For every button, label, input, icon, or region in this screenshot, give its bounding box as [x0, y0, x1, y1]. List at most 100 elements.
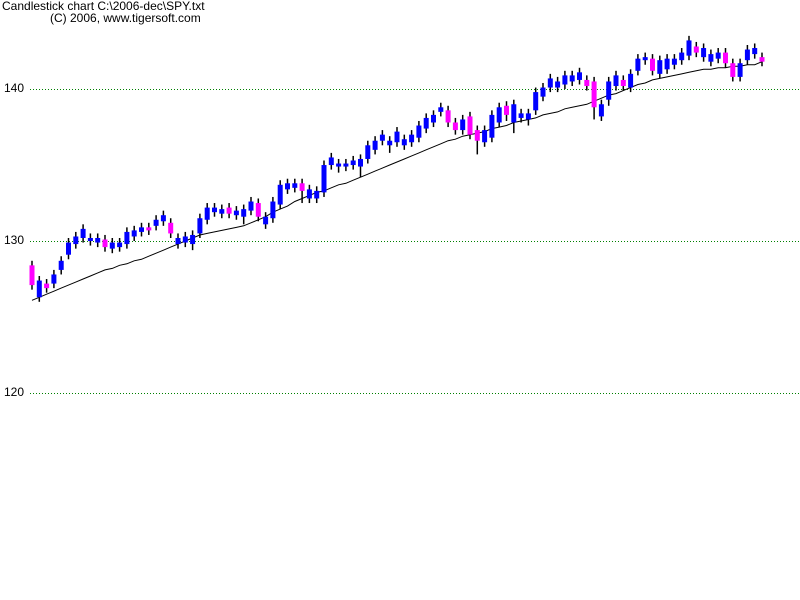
candle-body: [693, 46, 699, 53]
candle-body: [197, 218, 203, 234]
candle-body: [204, 207, 210, 220]
candle-body: [350, 160, 356, 166]
candle-body: [482, 130, 488, 143]
candle-body: [102, 239, 108, 248]
moving-average: [31, 61, 763, 301]
candle-body: [153, 219, 159, 226]
candle-body: [525, 113, 531, 120]
candle-body: [117, 242, 123, 248]
candle-body: [160, 215, 166, 222]
candle-body: [29, 265, 35, 286]
candle-body: [124, 231, 130, 245]
candle-body: [657, 60, 663, 74]
candle-body: [314, 190, 320, 199]
candle-body: [423, 117, 429, 129]
candle-body: [467, 116, 473, 135]
candle-body: [168, 222, 174, 234]
candle-body: [219, 209, 225, 214]
candle-body: [496, 107, 502, 123]
candle-body: [409, 134, 415, 143]
candle-body: [372, 140, 378, 150]
candle-body: [606, 81, 612, 100]
y-tick-label: 140: [4, 81, 24, 95]
candle-body: [270, 201, 276, 219]
candle-body: [416, 125, 422, 138]
candle-body: [708, 54, 714, 62]
candle-body: [577, 72, 582, 80]
candle-body: [358, 158, 363, 167]
candle-body: [759, 57, 765, 62]
candle-body: [95, 237, 101, 243]
candle-body: [533, 92, 539, 111]
candle-body: [540, 87, 546, 97]
candle-body: [109, 242, 115, 249]
candle-body: [336, 163, 342, 167]
candle-body: [613, 75, 619, 87]
candle-body: [394, 131, 400, 143]
candle-body: [504, 105, 509, 115]
candle-body: [511, 104, 517, 123]
candle-body: [686, 40, 692, 56]
candle-body: [146, 227, 152, 231]
candle-body: [226, 207, 232, 214]
candle-body: [285, 183, 290, 190]
candle-body: [628, 73, 634, 88]
candle-body: [452, 122, 458, 131]
candle-body: [365, 145, 371, 159]
candle-body: [255, 203, 261, 217]
y-tick-label: 120: [4, 385, 24, 399]
candle-body: [379, 134, 385, 141]
candle-body: [547, 78, 553, 88]
candle-body: [752, 48, 758, 55]
candle-body: [555, 81, 561, 88]
candle-body: [664, 58, 670, 70]
candle-body: [671, 58, 677, 65]
candle-body: [438, 107, 444, 112]
candle-body: [51, 274, 57, 284]
candle-body: [569, 75, 575, 82]
candle-body: [139, 227, 144, 232]
candle-body: [401, 139, 407, 146]
candle-body: [66, 242, 71, 255]
candle-body: [620, 79, 626, 87]
candle-body: [723, 52, 728, 64]
candle-body: [679, 52, 685, 61]
candle-body: [321, 165, 327, 193]
candle-body: [73, 236, 79, 245]
candle-body: [233, 210, 239, 216]
candle-body: [277, 184, 283, 205]
candle-body: [58, 260, 64, 270]
y-tick-label: 130: [4, 233, 24, 247]
candle-body: [299, 183, 305, 191]
candle-body: [460, 119, 466, 131]
candle-body: [306, 189, 312, 199]
candle-body: [518, 113, 524, 118]
candle-body: [44, 283, 50, 289]
candle-body: [87, 237, 93, 242]
candle-body: [642, 57, 648, 61]
candle-body: [562, 75, 568, 85]
candle-body: [343, 163, 349, 167]
candle-body: [190, 234, 196, 245]
candle-body: [730, 63, 736, 77]
chart-title: Candlestick chart C:\2006-dec\SPY.txt: [2, 0, 205, 13]
candle-body: [292, 183, 298, 188]
candle-body: [241, 209, 247, 217]
candle-body: [715, 52, 721, 59]
candle-body: [248, 201, 254, 211]
candle-body: [80, 228, 86, 238]
chart-subtitle: (C) 2006, www.tigersoft.com: [50, 11, 201, 25]
candle-body: [489, 114, 495, 138]
candle-body: [263, 216, 269, 225]
candle-body: [737, 63, 743, 77]
candle-body: [591, 81, 597, 108]
candle-body: [36, 280, 42, 298]
candle-body: [584, 79, 590, 87]
candle-body: [445, 110, 451, 123]
candle-body: [182, 236, 188, 243]
candle-body: [328, 157, 334, 166]
candle-body: [635, 58, 641, 71]
candle-body: [131, 230, 137, 237]
